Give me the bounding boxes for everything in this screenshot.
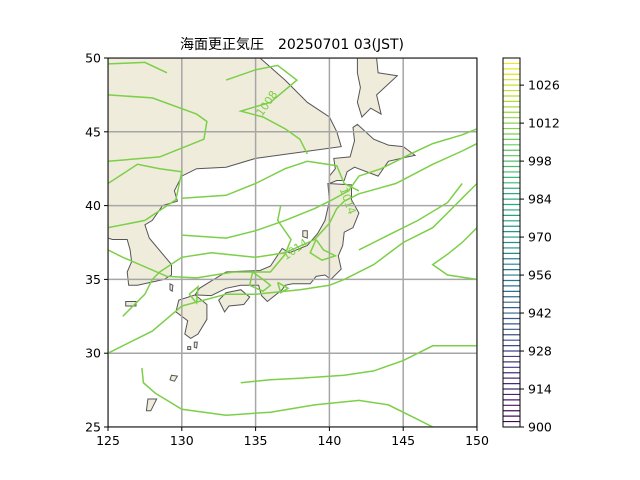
land-sakhalin — [356, 58, 399, 118]
isobar-line — [240, 345, 477, 384]
colorbar-tick-label: 900 — [528, 420, 552, 435]
y-tick-label: 35 — [85, 272, 101, 287]
land-tsushima — [169, 282, 174, 293]
isobar-line — [181, 128, 477, 239]
colorbar-levels — [503, 62, 520, 423]
land-tanegashima — [193, 341, 198, 349]
land-amami — [169, 374, 179, 382]
x-tick-label: 130 — [170, 433, 194, 448]
colorbar-tick-label: 956 — [528, 268, 552, 283]
y-tick-label: 25 — [85, 420, 101, 435]
x-tick-label: 145 — [391, 433, 415, 448]
colorbar-tick-label: 998 — [528, 154, 552, 169]
y-tick-label: 30 — [85, 346, 101, 361]
colorbar-tick-label: 914 — [528, 382, 552, 397]
isobar-line — [276, 281, 290, 294]
x-tick-label: 125 — [96, 433, 120, 448]
isobar-line — [122, 142, 477, 317]
land-mainland-asia — [108, 58, 342, 286]
isobar-line — [225, 64, 308, 155]
isobar-line — [188, 285, 199, 305]
land-shikoku — [218, 289, 251, 313]
colorbar: 900 914 928 942 956 970 984 998 1012 1026 — [502, 57, 560, 435]
isobar-line — [108, 94, 208, 163]
land-sado — [302, 230, 308, 239]
isobar-line — [108, 61, 168, 74]
isobar-line — [108, 182, 477, 354]
y-tick-label: 50 — [85, 51, 101, 66]
colorbar-frame — [502, 57, 521, 428]
x-tick-label: 135 — [244, 433, 268, 448]
land-okinawa — [145, 398, 158, 412]
x-tick-label: 150 — [465, 433, 489, 448]
isobar-line — [181, 160, 360, 199]
colorbar-tick-label: 1012 — [528, 116, 560, 131]
isobar-line — [141, 367, 434, 427]
colorbar-ticks: 900 914 928 942 956 970 984 998 1012 1026 — [520, 78, 560, 435]
isobar-line — [431, 227, 477, 281]
land-hokkaido — [328, 123, 417, 185]
isobar-line — [309, 239, 338, 262]
colorbar-tick-label: 970 — [528, 230, 552, 245]
isobar-line — [108, 163, 183, 229]
isobar-line — [248, 271, 272, 293]
colorbar-tick-label: 984 — [528, 192, 552, 207]
isobar-line — [358, 183, 463, 251]
gridlines — [108, 58, 477, 427]
colorbar-tick-label: 942 — [528, 306, 552, 321]
colorbar-tick-label: 928 — [528, 344, 552, 359]
y-axis-ticks: 25 30 35 40 45 50 — [85, 51, 108, 435]
colorbar-tick-label: 1026 — [528, 78, 560, 93]
isobar-contours — [108, 61, 477, 427]
x-axis-ticks: 125 130 135 140 145 150 — [96, 427, 489, 448]
y-tick-label: 45 — [85, 124, 101, 139]
x-tick-label: 140 — [317, 433, 341, 448]
land-yakushima — [187, 346, 192, 350]
map-frame — [107, 57, 478, 428]
map-title: 海面更正気圧 20250701 03(JST) — [180, 37, 404, 53]
y-tick-label: 40 — [85, 198, 101, 213]
